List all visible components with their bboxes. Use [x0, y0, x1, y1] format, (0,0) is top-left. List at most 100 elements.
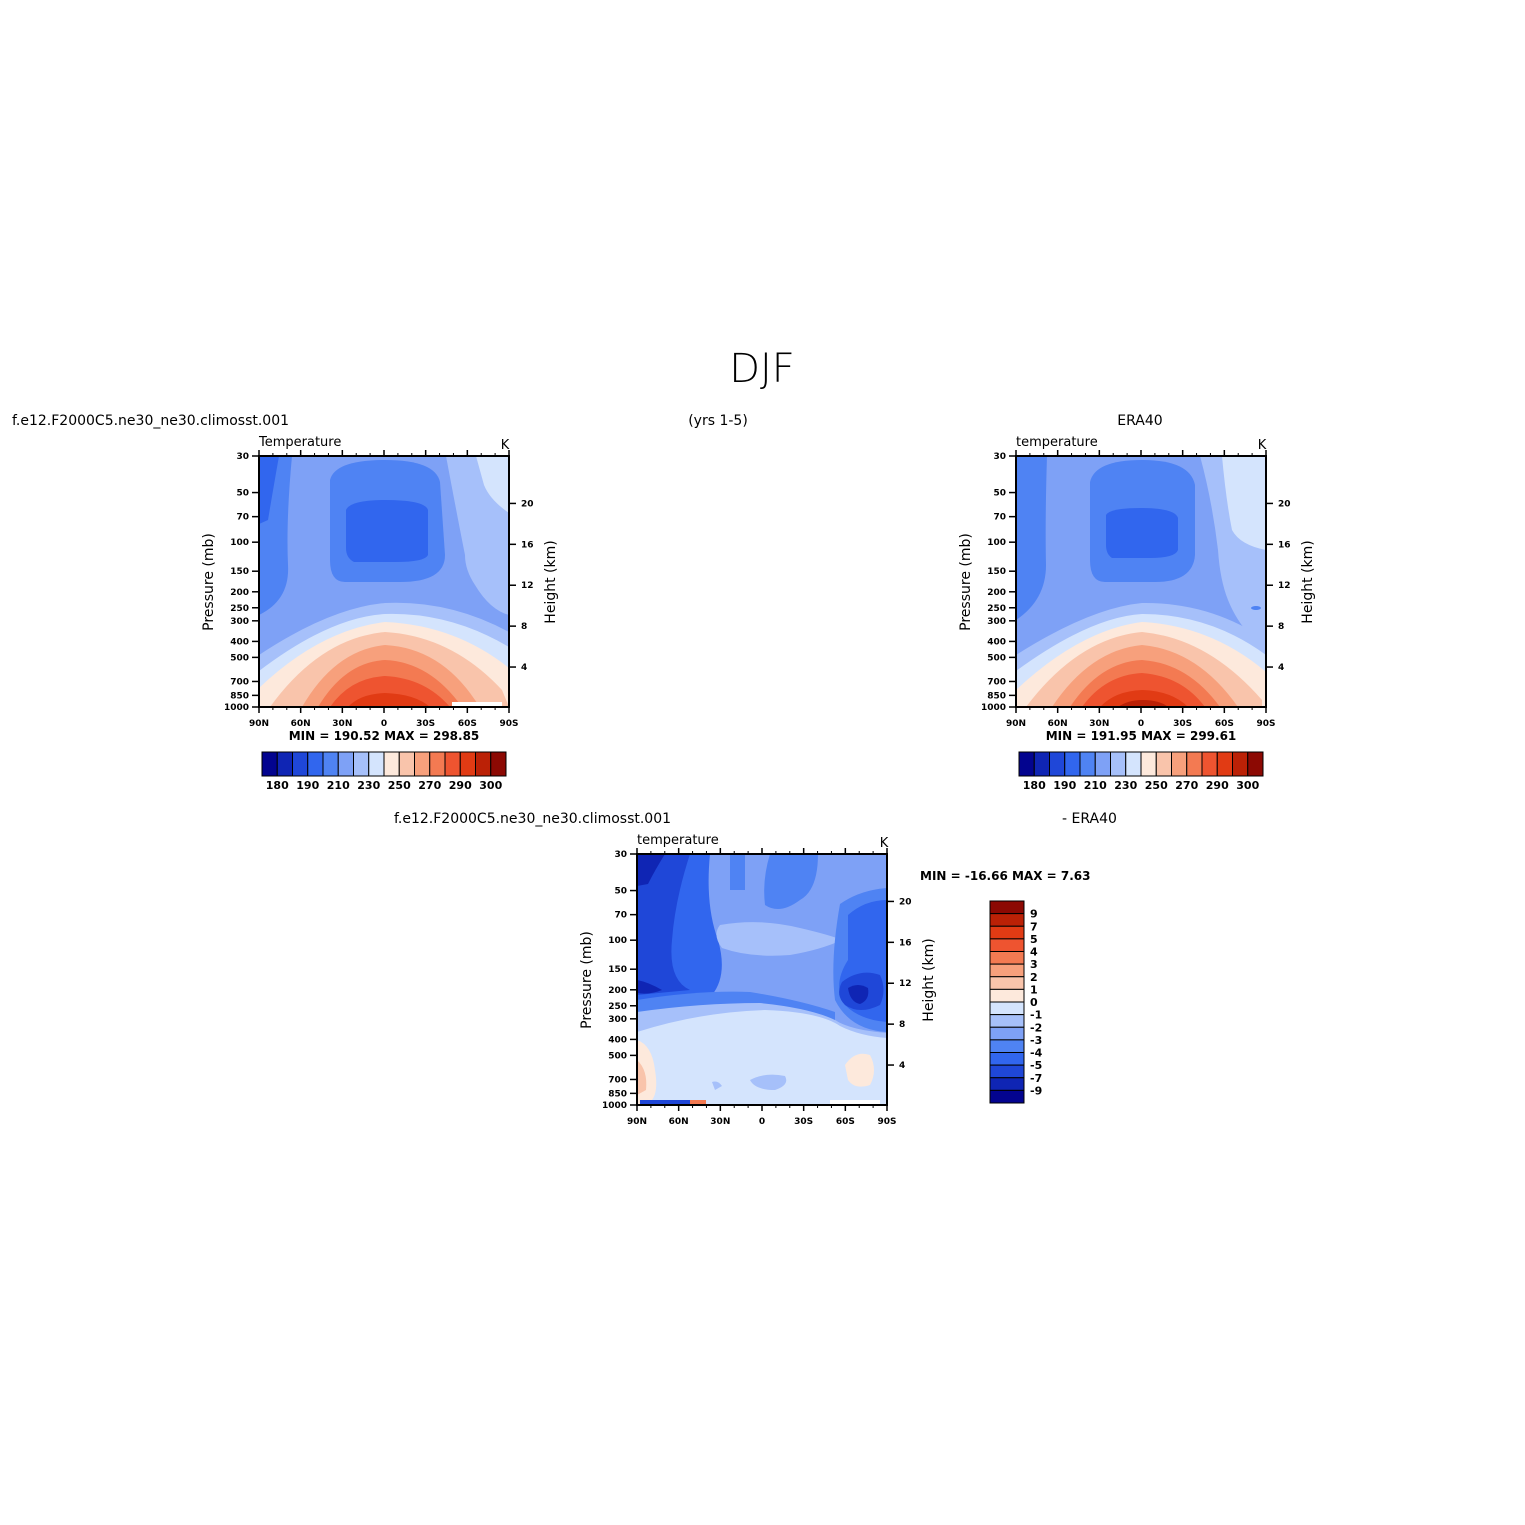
- diff-contour-band: [848, 985, 869, 1004]
- model-x-tick-label: 30S: [416, 719, 435, 729]
- obs-max-value: 299.61: [1190, 729, 1236, 743]
- model-colorbar-swatch: [337, 751, 354, 777]
- model-colorbar-label: 230: [357, 779, 380, 792]
- obs-colorbar-label: 180: [1023, 779, 1046, 792]
- model-contour-band: [346, 500, 428, 562]
- model-colorbar-swatch: [475, 751, 492, 777]
- obs-y-tick-label: 300: [987, 617, 1006, 627]
- diff-contour-band: [845, 1053, 874, 1087]
- obs-contours: [1016, 456, 1266, 707]
- diff-y-right-tick-label: 4: [899, 1061, 905, 1071]
- obs-y-tick-label: 70: [993, 513, 1006, 523]
- obs-x-tick-label: 60S: [1215, 719, 1234, 729]
- diff-colorbar-label: 4: [1030, 946, 1038, 959]
- obs-y-right-label: Height (km): [1300, 540, 1316, 623]
- diff-colorbar-swatch: [989, 900, 1025, 915]
- diff-colorbar-label: 9: [1030, 908, 1038, 921]
- diff-colorbar-swatch: [989, 1026, 1025, 1041]
- case-name-diff: f.e12.F2000C5.ne30_ne30.climosst.001: [394, 811, 671, 827]
- diff-colorbar-label: 5: [1030, 933, 1038, 946]
- model-max-value: 298.85: [433, 729, 479, 743]
- diff-colorbar-label: -3: [1030, 1034, 1042, 1047]
- diff-colorbar-label: 7: [1030, 920, 1038, 933]
- model-y-tick-label: 700: [230, 677, 249, 687]
- diff-max-value: 7.63: [1061, 869, 1091, 883]
- model-colorbar-swatch: [444, 751, 461, 777]
- obs-colorbar-swatch: [1094, 751, 1111, 777]
- model-colorbar-swatch: [353, 751, 370, 777]
- model-colorbar-swatch: [261, 751, 278, 777]
- diff-x-tick-label: 90N: [627, 1117, 647, 1127]
- obs-y-tick-label: 500: [987, 653, 1006, 663]
- model-x-tick-label: 0: [381, 719, 387, 729]
- obs-contour-band: [1251, 606, 1261, 610]
- model-colorbar-swatch: [368, 751, 385, 777]
- diff-contour-band: [730, 854, 745, 890]
- diff-x-tick-label: 30N: [710, 1117, 730, 1127]
- diff-y-tick-label: 150: [608, 965, 627, 975]
- obs-contour-band: [1118, 700, 1168, 707]
- obs-colorbar-label: 300: [1236, 779, 1259, 792]
- obs-x-tick-label: 30N: [1089, 719, 1109, 729]
- model-colorbar-label: 290: [449, 779, 472, 792]
- diff-y-tick-label: 50: [614, 887, 627, 897]
- model-y-tick-label: 50: [236, 489, 249, 499]
- obs-y-tick-label: 30: [993, 452, 1006, 462]
- model-colorbar-swatch: [490, 751, 507, 777]
- case-name-top: f.e12.F2000C5.ne30_ne30.climosst.001: [12, 413, 289, 429]
- model-colorbar-swatch: [459, 751, 476, 777]
- model-panel-title: Temperature: [258, 435, 341, 450]
- obs-y-tick-label: 100: [987, 538, 1006, 548]
- model-units: K: [501, 438, 510, 453]
- model-colorbar-label: 250: [388, 779, 411, 792]
- model-colorbar-swatch: [276, 751, 293, 777]
- obs-y-tick-label: 1000: [981, 703, 1006, 713]
- diff-missing-data: [830, 1100, 880, 1105]
- obs-y-tick-label: 150: [987, 567, 1006, 577]
- diff-colorbar-label: 2: [1030, 971, 1038, 984]
- model-x-tick-label: 90N: [249, 719, 269, 729]
- diff-colorbar-swatch: [989, 1014, 1025, 1028]
- model-y-right-tick-label: 12: [521, 581, 534, 591]
- diff-colorbar-swatch: [989, 938, 1025, 952]
- diff-y-tick-label: 250: [608, 1002, 627, 1012]
- model-y-right-tick-label: 4: [521, 663, 527, 673]
- obs-colorbar-label: 250: [1145, 779, 1168, 792]
- diff-contour-band: [712, 1081, 722, 1090]
- obs-x-tick-label: 90N: [1006, 719, 1026, 729]
- obs-contour-band: [1222, 456, 1266, 550]
- obs-y-tick-label: 400: [987, 637, 1006, 647]
- model-colorbar-swatch: [398, 751, 415, 777]
- diff-colorbar-swatch: [989, 925, 1025, 940]
- model-min-value: 190.52: [334, 729, 380, 743]
- model-y-tick-label: 850: [230, 691, 249, 701]
- obs-colorbar-label: 190: [1053, 779, 1076, 792]
- model-y-tick-label: 150: [230, 567, 249, 577]
- diff-contour-band: [640, 1100, 690, 1105]
- diff-colorbar-swatch: [989, 1064, 1025, 1079]
- diff-reference-label: - ERA40: [1062, 811, 1117, 827]
- obs-colorbar-label: 210: [1084, 779, 1107, 792]
- model-contour-band: [348, 693, 430, 707]
- diff-x-tick-label: 0: [759, 1117, 765, 1127]
- diff-y-tick-label: 850: [608, 1089, 627, 1099]
- obs-min-value: 191.95: [1091, 729, 1137, 743]
- diff-contour-band: [637, 980, 662, 994]
- obs-y-tick-label: 850: [987, 691, 1006, 701]
- reference-label: ERA40: [1117, 413, 1162, 429]
- model-y-right-label: Height (km): [543, 540, 559, 623]
- model-y-tick-label: 100: [230, 538, 249, 548]
- model-y-tick-label: 250: [230, 604, 249, 614]
- diff-y-label: Pressure (mb): [579, 931, 595, 1029]
- obs-colorbar-swatch: [1247, 751, 1264, 777]
- model-x-tick-label: 30N: [332, 719, 352, 729]
- model-y-tick-label: 300: [230, 617, 249, 627]
- model-missing-data: [452, 702, 502, 707]
- diff-x-tick-label: 60N: [669, 1117, 689, 1127]
- diff-colorbar-swatch: [989, 1089, 1025, 1104]
- diff-colorbar-swatch: [989, 976, 1025, 990]
- obs-y-label: Pressure (mb): [958, 533, 974, 631]
- model-y-tick-label: 70: [236, 513, 249, 523]
